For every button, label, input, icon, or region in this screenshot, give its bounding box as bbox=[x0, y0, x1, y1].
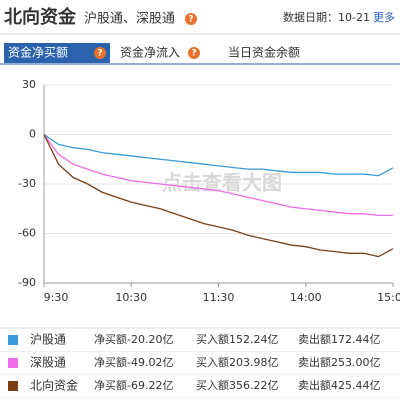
x-tick-label: 9:30 bbox=[44, 291, 69, 304]
help-icon[interactable] bbox=[94, 47, 106, 59]
tab-label[interactable]: 资金净流入 bbox=[120, 45, 180, 60]
y-tick-label: -90 bbox=[18, 276, 36, 289]
x-tick-label: 15:00 bbox=[377, 291, 400, 304]
sell-amount: 卖出额253.00亿 bbox=[298, 355, 381, 369]
net-amount: 净买额-20.20亿 bbox=[94, 332, 173, 346]
date: 数据日期：10-21 bbox=[283, 10, 370, 24]
legend-label: 北向资金 bbox=[30, 378, 78, 393]
legend-swatch bbox=[8, 335, 18, 345]
series-line bbox=[43, 134, 394, 258]
buy-amount: 买入额356.22亿 bbox=[196, 379, 279, 392]
tab-label[interactable]: 当日资金余额 bbox=[228, 45, 300, 60]
help-icon-text: ? bbox=[188, 15, 193, 25]
help-icon[interactable] bbox=[185, 13, 197, 25]
help-icon-text: ? bbox=[191, 49, 196, 59]
buy-amount: 买入额152.24亿 bbox=[196, 333, 279, 346]
tab-label[interactable]: 资金净买额 bbox=[8, 45, 68, 60]
legend-swatch bbox=[8, 381, 18, 391]
series-line bbox=[43, 134, 394, 217]
y-tick-label: -30 bbox=[18, 177, 36, 190]
watermark[interactable]: 点击查看大图 bbox=[162, 171, 282, 195]
y-tick-label: 0 bbox=[29, 128, 36, 141]
legend-swatch bbox=[8, 358, 18, 368]
help-icon[interactable] bbox=[188, 47, 200, 59]
legend-label: 沪股通 bbox=[30, 333, 66, 347]
net-amount: 净买额-49.02亿 bbox=[94, 355, 173, 369]
x-tick-label: 10:30 bbox=[115, 291, 147, 304]
more-link[interactable]: 更多 bbox=[373, 10, 395, 24]
title: 北向资金 bbox=[4, 6, 77, 28]
tab-active[interactable] bbox=[4, 43, 110, 63]
help-icon-text: ? bbox=[97, 49, 102, 59]
legend-label: 深股通 bbox=[30, 356, 66, 370]
sell-amount: 卖出额425.44亿 bbox=[298, 378, 381, 392]
subtitle: 沪股通、深股通 bbox=[84, 11, 175, 27]
y-tick-label: -60 bbox=[18, 227, 36, 240]
sell-amount: 卖出额172.44亿 bbox=[298, 332, 381, 346]
x-tick-label: 11:30 bbox=[203, 291, 235, 304]
buy-amount: 买入额203.98亿 bbox=[196, 356, 279, 369]
y-tick-label: 30 bbox=[22, 78, 36, 91]
net-amount: 净买额-69.22亿 bbox=[94, 378, 173, 392]
x-tick-label: 14:00 bbox=[290, 291, 322, 304]
series-line bbox=[43, 133, 394, 177]
